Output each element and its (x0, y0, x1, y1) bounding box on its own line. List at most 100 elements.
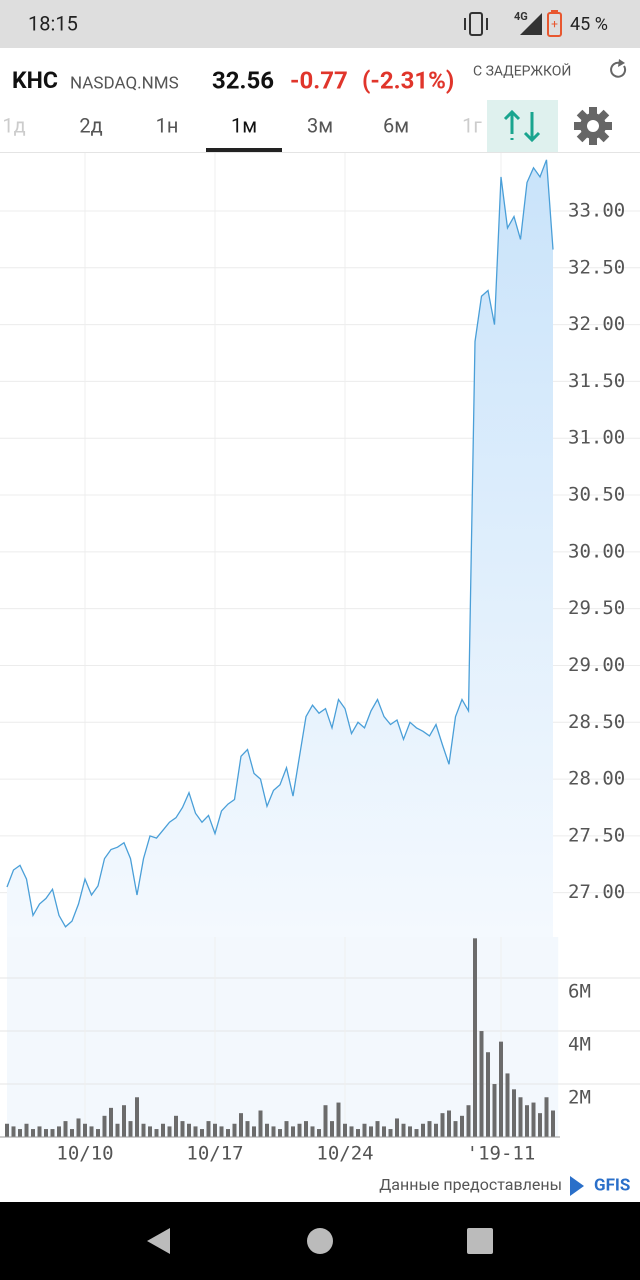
volume-bar (109, 1107, 113, 1137)
volume-bar (213, 1123, 217, 1137)
nav-home[interactable] (307, 1228, 333, 1254)
range-tab[interactable]: 2д (79, 113, 102, 137)
volume-bar (154, 1129, 159, 1137)
y-tick-label: 33.00 (568, 199, 625, 221)
y-tick-label: 30.00 (568, 540, 625, 562)
range-tabs: 1д 2д 1н 1м 3м 6м 1г (2, 113, 482, 137)
volume-bar (278, 1129, 282, 1137)
y-tick-label: 4M (568, 1034, 591, 1056)
volume-bar (167, 1126, 172, 1137)
y-tick-label: 31.50 (568, 370, 625, 392)
range-tab[interactable]: 3м (307, 113, 333, 137)
volume-bar (206, 1121, 211, 1137)
volume-bar (512, 1089, 516, 1137)
volume-bar (57, 1126, 61, 1137)
volume-bar (447, 1110, 451, 1137)
symbol: KHC (12, 67, 58, 94)
battery-level: 45 % (570, 14, 608, 35)
volume-bar (271, 1126, 276, 1137)
volume-bar (102, 1115, 107, 1137)
volume-bar (427, 1121, 432, 1137)
volume-bar (382, 1126, 386, 1137)
status-bar (0, 0, 640, 48)
volume-bar (518, 1097, 523, 1137)
range-tab[interactable]: 1м (231, 113, 257, 137)
compare-icon (503, 109, 541, 143)
y-tick-label: 29.50 (568, 597, 625, 619)
signal-icon (520, 13, 542, 35)
volume-bar (401, 1123, 406, 1137)
x-tick-label: 10/17 (186, 1143, 243, 1165)
volume-bar (37, 1126, 42, 1137)
y-tick-label: 28.00 (568, 768, 625, 790)
volume-bar (395, 1118, 399, 1137)
compare-button[interactable] (487, 100, 558, 152)
volume-bar (551, 1110, 555, 1137)
volume-bar (330, 1121, 334, 1137)
volume-bar (317, 1129, 321, 1137)
credit: Данные предоставлены (379, 1175, 562, 1194)
volume-bar (226, 1129, 230, 1137)
volume-bar (24, 1123, 29, 1137)
volume-bar (18, 1129, 22, 1137)
provider-logo (570, 1176, 584, 1196)
range-tab[interactable]: 1г (462, 113, 482, 137)
volume-bar (96, 1129, 100, 1137)
settings-button[interactable] (574, 107, 612, 145)
volume-bar (421, 1123, 425, 1137)
volume-bar (252, 1126, 256, 1137)
volume-bar (492, 1084, 497, 1137)
volume-bar (323, 1105, 328, 1137)
volume-bar (135, 1097, 139, 1137)
volume-bar (291, 1126, 295, 1137)
range-tab[interactable]: 6м (383, 113, 409, 137)
volume-bar (70, 1129, 74, 1137)
provider: GFIS (594, 1175, 630, 1195)
y-tick-label: 6M (568, 981, 591, 1003)
volume-bar (349, 1126, 354, 1137)
refresh-button[interactable] (610, 59, 627, 78)
battery-icon: + (547, 10, 562, 37)
volume-bar (31, 1129, 35, 1137)
volume-bar (44, 1129, 48, 1137)
volume-bar (89, 1126, 94, 1137)
volume-bar (115, 1123, 120, 1137)
range-tab[interactable]: 1н (156, 113, 179, 137)
x-tick-label: '19-11 (467, 1143, 536, 1165)
volume-bar (310, 1126, 315, 1137)
volume-bar (414, 1129, 419, 1137)
volume-bar (388, 1129, 393, 1137)
volume-bar (362, 1123, 367, 1137)
chart: 2M 4M 6M 10/10 10/17 10/24 '19-11 27.00 27.50 28.… (0, 153, 640, 1165)
volume-bar (375, 1121, 380, 1137)
volume-bar (505, 1073, 510, 1137)
volume-bar (297, 1123, 302, 1137)
y-tick-label: 32.50 (568, 256, 625, 278)
volume-bar (343, 1123, 347, 1137)
volume-bar (5, 1123, 9, 1137)
volume-bar (200, 1129, 204, 1137)
nav-recent[interactable] (467, 1228, 493, 1254)
y-tick-label: 29.00 (568, 654, 625, 676)
volume-bar (83, 1123, 87, 1137)
tab-indicator (206, 148, 282, 152)
volume-bar (128, 1121, 133, 1137)
volume-bar (258, 1110, 263, 1137)
volume-bar (187, 1123, 191, 1137)
delay-label: С ЗАДЕРЖКОЙ (473, 63, 571, 80)
range-tab[interactable]: 1д (2, 113, 25, 137)
volume-bar (50, 1129, 55, 1137)
price-area (7, 159, 553, 938)
volume-bar (544, 1097, 549, 1137)
nav-back[interactable] (147, 1228, 170, 1254)
volume-bar (369, 1126, 373, 1137)
y-tick-label: 27.00 (568, 881, 625, 903)
x-tick-label: 10/10 (56, 1143, 113, 1165)
volume-bar (141, 1123, 146, 1137)
exchange: NASDAQ.NMS (70, 73, 179, 93)
volume-bar (63, 1121, 68, 1137)
volume-bar (356, 1129, 360, 1137)
volume-bar (525, 1105, 529, 1137)
